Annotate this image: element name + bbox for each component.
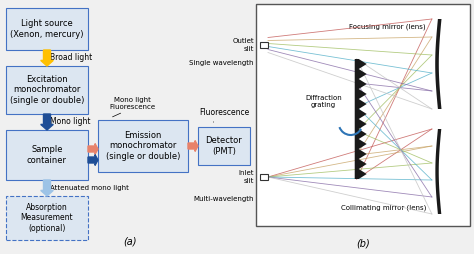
Text: Mono light
Fluorescence: Mono light Fluorescence [109,97,155,110]
Text: Absorption
Measurement
(optional): Absorption Measurement (optional) [21,203,73,233]
Text: slit: slit [244,178,254,184]
Text: Outlet: Outlet [232,38,254,44]
FancyArrow shape [41,180,53,196]
Text: (b): (b) [356,238,370,248]
Text: Focusing mirror (lens): Focusing mirror (lens) [349,24,426,30]
Text: Mono light: Mono light [50,118,91,126]
Text: Attenuated mono light: Attenuated mono light [50,185,129,191]
FancyArrow shape [41,114,53,130]
Text: Light source
(Xenon, mercury): Light source (Xenon, mercury) [10,19,84,39]
Text: Fluorescence: Fluorescence [199,108,249,117]
Text: Single wavelength: Single wavelength [190,60,254,66]
Text: Inlet: Inlet [238,170,254,176]
Bar [6,8,88,50]
Bar [98,120,188,172]
Text: Excitation
monochromator
(single or double): Excitation monochromator (single or doub… [10,75,84,105]
Bar [256,4,470,226]
Bar [6,130,88,180]
Text: slit: slit [244,46,254,52]
Bar [260,42,268,48]
Text: Collimating mirror (lens): Collimating mirror (lens) [340,205,426,211]
FancyArrow shape [188,141,198,151]
Text: Broad light: Broad light [50,54,92,62]
Polygon shape [435,19,441,109]
Bar [260,174,268,180]
Polygon shape [435,129,441,214]
Text: Emission
monochromator
(single or double): Emission monochromator (single or double… [106,131,180,161]
Bar [256,4,470,226]
Bar [6,196,88,240]
FancyArrow shape [88,155,98,165]
Bar [198,127,250,165]
Text: Diffraction
grating: Diffraction grating [305,94,342,107]
Text: Multi-wavelength: Multi-wavelength [193,196,254,202]
FancyArrow shape [88,144,98,154]
Polygon shape [355,59,367,179]
Bar [6,66,88,114]
Text: (a): (a) [123,236,137,246]
FancyArrow shape [41,50,53,66]
Text: Detector
(PMT): Detector (PMT) [206,136,242,156]
Text: Sample
container: Sample container [27,145,67,165]
